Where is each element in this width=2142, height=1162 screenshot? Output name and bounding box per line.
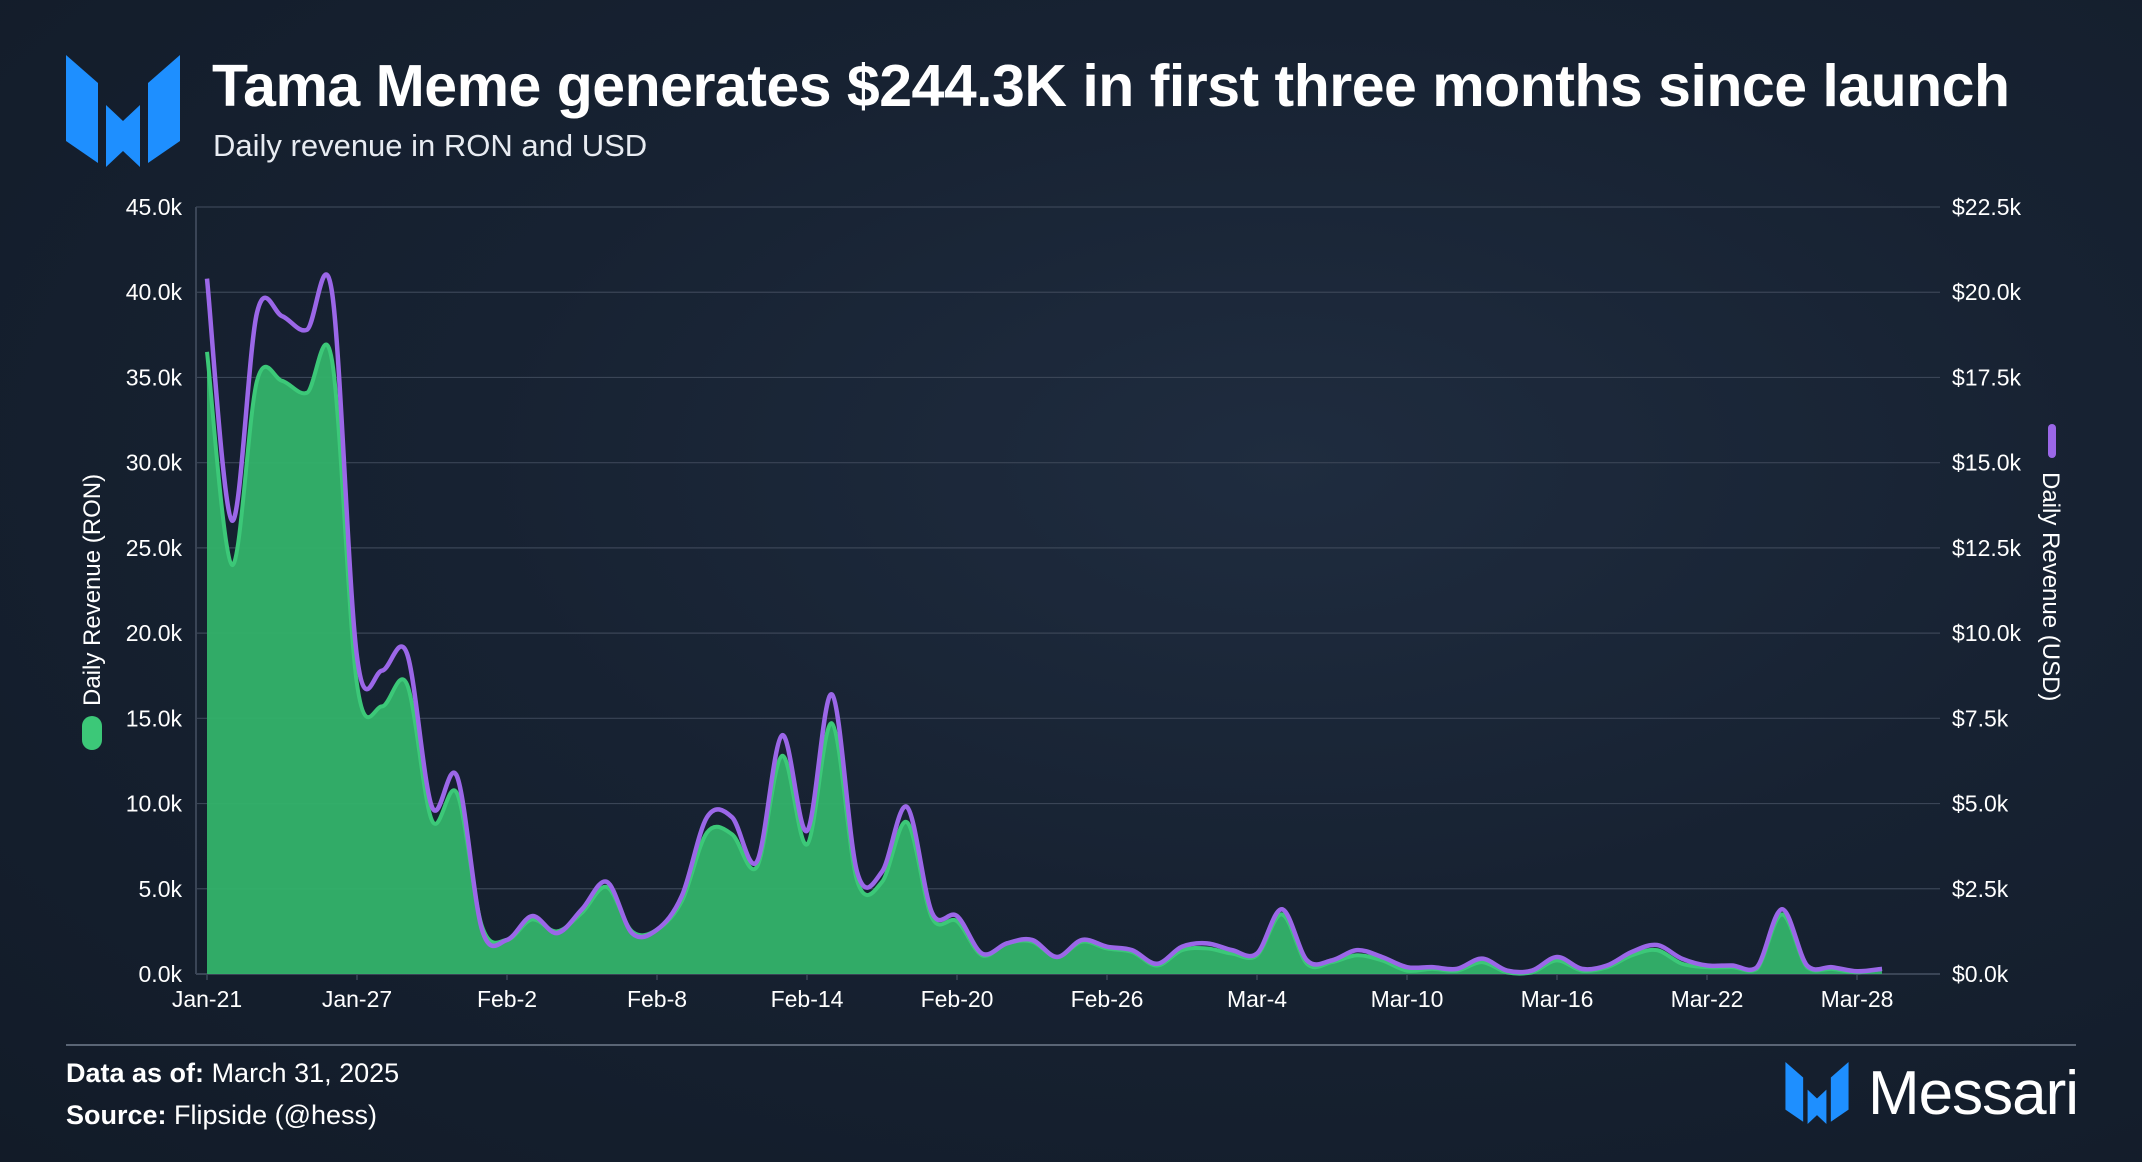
y-left-tick-label: 0.0k	[139, 961, 183, 987]
usd-legend-swatch	[2048, 424, 2056, 458]
x-tick-label: Mar-10	[1371, 986, 1444, 1012]
y-left-tick-label: 30.0k	[126, 450, 183, 476]
x-tick-label: Mar-22	[1671, 986, 1744, 1012]
y-right-tick-label: $20.0k	[1952, 279, 2022, 305]
data-as-of: Data as of: March 31, 2025	[66, 1058, 399, 1089]
y-right-tick-label: $7.5k	[1952, 705, 2009, 731]
y-left-tick-label: 15.0k	[126, 705, 183, 731]
x-tick-label: Feb-8	[627, 986, 687, 1012]
x-tick-label: Feb-26	[1071, 986, 1144, 1012]
brand-name: Messari	[1867, 1058, 2079, 1128]
y-right-tick-label: $12.5k	[1952, 535, 2022, 561]
y-right-tick-label: $2.5k	[1952, 876, 2009, 902]
source: Source: Flipside (@hess)	[66, 1100, 377, 1131]
y-left-tick-label: 5.0k	[139, 876, 183, 902]
y-right-tick-label: $17.5k	[1952, 364, 2022, 390]
ron-area	[207, 344, 1882, 974]
x-tick-label: Mar-28	[1821, 986, 1894, 1012]
y-right-axis-title: Daily Revenue (USD)	[2037, 472, 2064, 701]
y-left-tick-label: 45.0k	[126, 194, 183, 220]
y-left-tick-label: 40.0k	[126, 279, 183, 305]
y-left-tick-label: 25.0k	[126, 535, 183, 561]
messari-brand: Messari	[1784, 1058, 2079, 1128]
ron-legend-swatch	[82, 716, 102, 750]
source-label: Source:	[66, 1100, 167, 1130]
y-right-tick-label: $5.0k	[1952, 791, 2009, 817]
footer-divider	[66, 1044, 2076, 1046]
y-left-tick-label: 35.0k	[126, 364, 183, 390]
source-value: Flipside (@hess)	[174, 1100, 378, 1130]
chart-subtitle: Daily revenue in RON and USD	[213, 128, 648, 163]
y-right-tick-label: $22.5k	[1952, 194, 2022, 220]
usd-line	[204, 272, 1883, 975]
y-right-axis-title-group: Daily Revenue (USD)	[2037, 424, 2064, 701]
x-tick-label: Mar-16	[1521, 986, 1594, 1012]
x-tick-label: Feb-2	[477, 986, 537, 1012]
x-tick-label: Jan-27	[322, 986, 392, 1012]
y-left-tick-label: 20.0k	[126, 620, 183, 646]
x-tick-label: Feb-14	[771, 986, 844, 1012]
x-tick-label: Jan-21	[172, 986, 242, 1012]
x-tick-label: Mar-4	[1227, 986, 1287, 1012]
y-right-tick-label: $15.0k	[1952, 450, 2022, 476]
y-left-axis-title-group: Daily Revenue (RON)	[79, 474, 106, 750]
revenue-chart: 0.0k $0.0k 5.0k $2.5k 10.0k $5.0k 15.0k $7.5k 20…	[79, 194, 2064, 1012]
chart-title: Tama Meme generates $244.3K in first thr…	[212, 53, 2010, 119]
y-right-tick-label: $10.0k	[1952, 620, 2022, 646]
messari-brand-icon	[1785, 1062, 1849, 1124]
y-left-axis-title: Daily Revenue (RON)	[79, 474, 106, 706]
messari-logo-icon	[66, 55, 180, 167]
x-tick-label: Feb-20	[921, 986, 994, 1012]
data-as-of-label: Data as of:	[66, 1058, 205, 1088]
y-left-tick-label: 10.0k	[126, 791, 183, 817]
data-as-of-value: March 31, 2025	[211, 1058, 400, 1088]
y-right-tick-label: $0.0k	[1952, 961, 2009, 987]
